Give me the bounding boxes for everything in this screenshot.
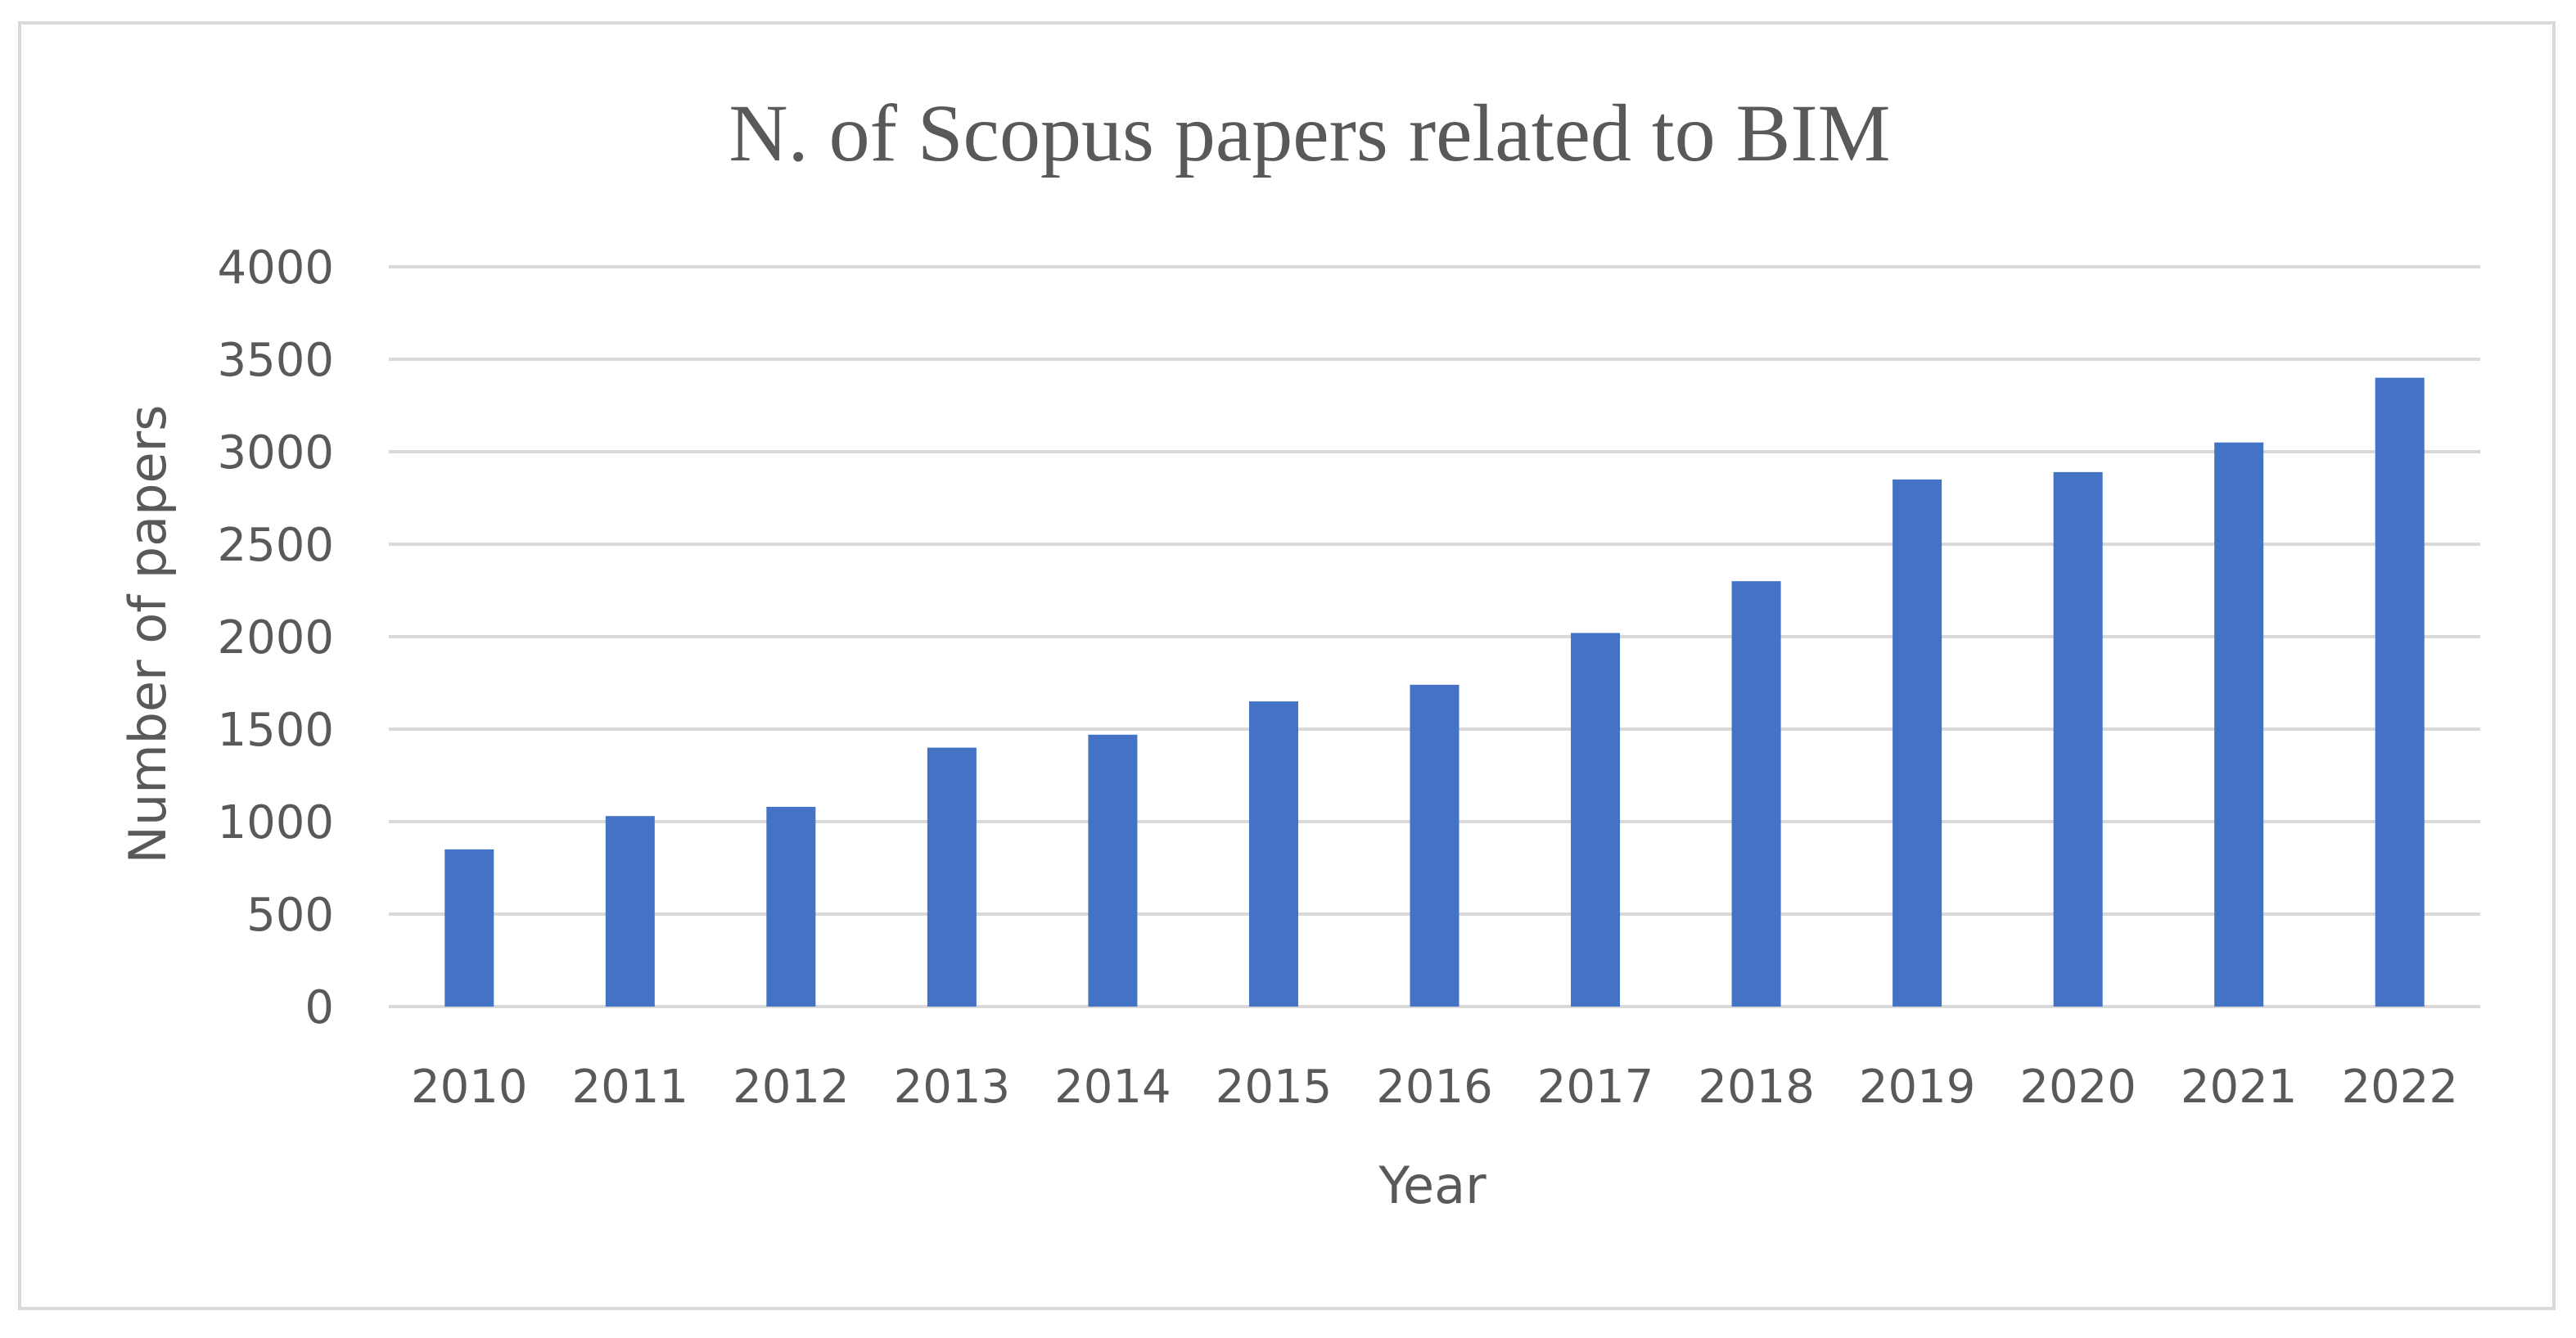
- y-tick-label: 1000: [217, 796, 334, 849]
- gridlines: [389, 265, 2480, 1008]
- x-tick-label: 2014: [1054, 1061, 1171, 1114]
- bar-2016: [1410, 684, 1459, 1007]
- x-axis-label: Year: [1378, 1156, 1487, 1215]
- bars: [444, 377, 2425, 1007]
- y-tick-label: 1500: [217, 704, 334, 757]
- x-tick-label: 2020: [2019, 1061, 2136, 1114]
- y-tick-label: 3500: [217, 334, 334, 387]
- x-tick-label: 2022: [2341, 1061, 2458, 1114]
- y-tick-label: 500: [246, 889, 334, 942]
- chart-title: N. of Scopus papers related to BIM: [729, 88, 1890, 178]
- x-tick-label: 2015: [1216, 1061, 1333, 1114]
- bar-2011: [605, 816, 655, 1007]
- y-tick-label: 2500: [217, 519, 334, 572]
- x-tick-label: 2012: [733, 1061, 850, 1114]
- y-axis-ticks: 0 500 1000 1500 2000 2500 3000 3500 4000: [217, 241, 334, 1034]
- x-tick-label: 2011: [572, 1061, 689, 1114]
- bar-2017: [1571, 633, 1621, 1007]
- bar-2020: [2053, 471, 2103, 1007]
- bar-2022: [2375, 377, 2425, 1007]
- x-tick-label: 2021: [2181, 1061, 2298, 1114]
- x-tick-label: 2019: [1859, 1061, 1976, 1114]
- bar-2021: [2214, 442, 2264, 1007]
- x-tick-label: 2013: [894, 1061, 1011, 1114]
- bar-2019: [1893, 479, 1942, 1007]
- bar-2015: [1248, 701, 1298, 1007]
- x-tick-label: 2017: [1537, 1061, 1654, 1114]
- y-axis-label: Number of papers: [118, 405, 178, 864]
- y-tick-label: 3000: [217, 426, 334, 480]
- bar-2014: [1088, 734, 1138, 1007]
- bar-2018: [1731, 581, 1781, 1007]
- x-tick-label: 2016: [1376, 1061, 1493, 1114]
- x-tick-label: 2010: [411, 1061, 528, 1114]
- y-tick-label: 0: [305, 981, 334, 1034]
- bar-2010: [444, 849, 494, 1007]
- y-tick-label: 2000: [217, 611, 334, 664]
- bar-2013: [927, 747, 977, 1007]
- bar-2012: [766, 806, 816, 1007]
- y-tick-label: 4000: [217, 241, 334, 295]
- chart-frame: [18, 21, 2556, 1310]
- x-axis-ticks: 2010 2011 2012 2013 2014 2015 2016 2017 2018 2019…: [411, 1061, 2458, 1114]
- x-tick-label: 2018: [1698, 1061, 1815, 1114]
